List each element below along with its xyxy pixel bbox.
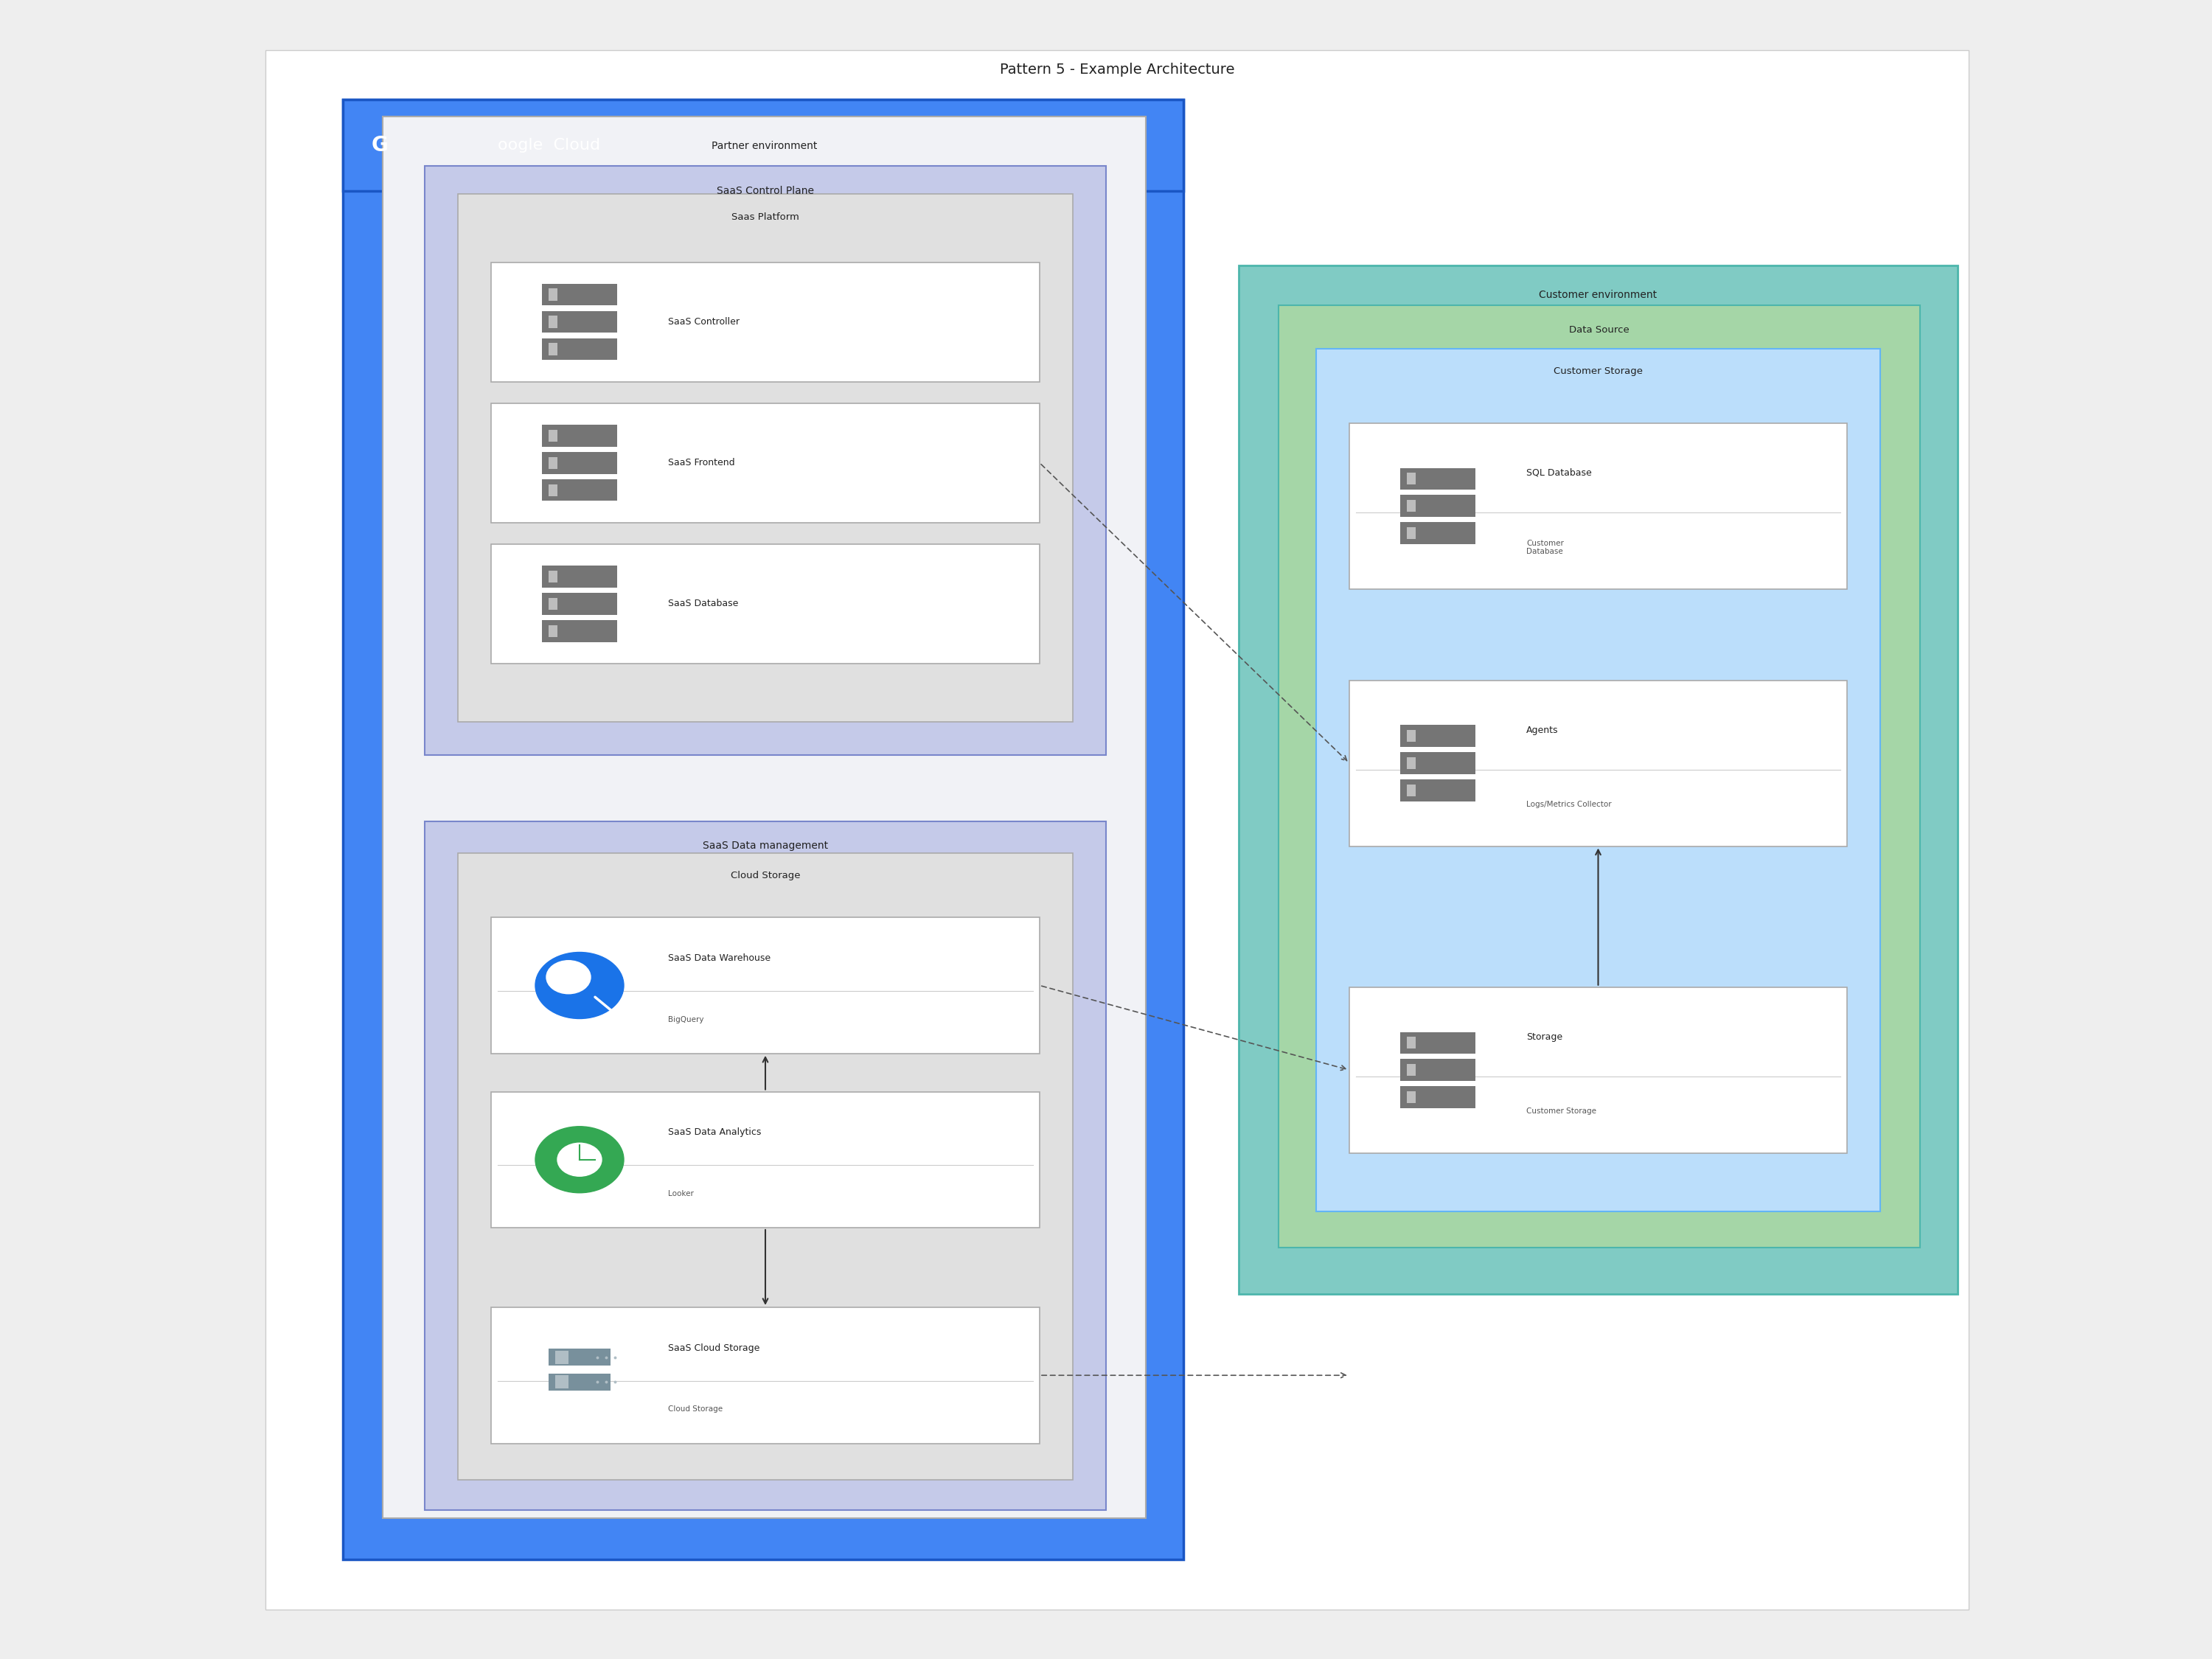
FancyBboxPatch shape: [555, 1375, 568, 1389]
FancyBboxPatch shape: [542, 566, 617, 587]
FancyBboxPatch shape: [542, 479, 617, 501]
FancyBboxPatch shape: [549, 484, 557, 496]
FancyBboxPatch shape: [1400, 523, 1475, 544]
Text: Pattern 5 - Example Architecture: Pattern 5 - Example Architecture: [1000, 63, 1234, 76]
FancyBboxPatch shape: [1407, 1092, 1416, 1103]
Circle shape: [535, 1126, 624, 1193]
FancyBboxPatch shape: [549, 1349, 611, 1365]
FancyBboxPatch shape: [425, 821, 1106, 1510]
FancyBboxPatch shape: [1400, 780, 1475, 801]
FancyBboxPatch shape: [265, 50, 1969, 1609]
FancyBboxPatch shape: [1400, 752, 1475, 775]
Text: Storage: Storage: [1526, 1032, 1562, 1042]
FancyBboxPatch shape: [549, 456, 557, 469]
FancyBboxPatch shape: [549, 289, 557, 300]
FancyBboxPatch shape: [542, 451, 617, 474]
Text: Saas Platform: Saas Platform: [732, 212, 799, 222]
FancyBboxPatch shape: [549, 315, 557, 328]
FancyBboxPatch shape: [1400, 468, 1475, 489]
Text: SaaS Controller: SaaS Controller: [668, 317, 739, 327]
FancyBboxPatch shape: [343, 100, 1183, 1559]
FancyBboxPatch shape: [542, 425, 617, 446]
FancyBboxPatch shape: [1407, 528, 1416, 539]
FancyBboxPatch shape: [491, 544, 1040, 664]
FancyBboxPatch shape: [1400, 1058, 1475, 1082]
FancyBboxPatch shape: [1316, 348, 1880, 1211]
FancyBboxPatch shape: [1407, 785, 1416, 796]
FancyBboxPatch shape: [1407, 473, 1416, 484]
FancyBboxPatch shape: [458, 853, 1073, 1480]
FancyBboxPatch shape: [1400, 1087, 1475, 1108]
Text: SaaS Data Warehouse: SaaS Data Warehouse: [668, 954, 770, 962]
FancyBboxPatch shape: [458, 194, 1073, 722]
Text: Data Source: Data Source: [1568, 325, 1630, 335]
FancyBboxPatch shape: [491, 1092, 1040, 1228]
FancyBboxPatch shape: [491, 262, 1040, 382]
FancyBboxPatch shape: [549, 571, 557, 582]
FancyBboxPatch shape: [542, 284, 617, 305]
FancyBboxPatch shape: [491, 1307, 1040, 1443]
FancyBboxPatch shape: [491, 403, 1040, 523]
Text: BigQuery: BigQuery: [668, 1015, 703, 1024]
Text: SaaS Database: SaaS Database: [668, 599, 739, 609]
Text: SaaS Data Analytics: SaaS Data Analytics: [668, 1128, 761, 1136]
Text: Logs/Metrics Collector: Logs/Metrics Collector: [1526, 801, 1613, 808]
Text: Customer environment: Customer environment: [1540, 290, 1657, 300]
Circle shape: [535, 952, 624, 1019]
Text: Cloud Storage: Cloud Storage: [730, 871, 801, 881]
FancyBboxPatch shape: [1239, 265, 1958, 1294]
FancyBboxPatch shape: [343, 100, 1183, 191]
FancyBboxPatch shape: [542, 338, 617, 360]
FancyBboxPatch shape: [542, 592, 617, 615]
Text: SaaS Frontend: SaaS Frontend: [668, 458, 734, 468]
Text: SQL Database: SQL Database: [1526, 468, 1593, 478]
Text: Customer Storage: Customer Storage: [1553, 367, 1644, 377]
FancyBboxPatch shape: [555, 1350, 568, 1364]
FancyBboxPatch shape: [1400, 725, 1475, 747]
FancyBboxPatch shape: [425, 166, 1106, 755]
Text: SaaS Cloud Storage: SaaS Cloud Storage: [668, 1344, 759, 1352]
FancyBboxPatch shape: [1349, 987, 1847, 1153]
FancyBboxPatch shape: [1349, 680, 1847, 846]
Text: Customer
Database: Customer Database: [1526, 539, 1564, 556]
Text: Agents: Agents: [1526, 725, 1557, 735]
FancyBboxPatch shape: [1279, 305, 1920, 1248]
Text: SaaS Control Plane: SaaS Control Plane: [717, 186, 814, 196]
FancyBboxPatch shape: [1407, 1063, 1416, 1077]
Circle shape: [546, 961, 591, 994]
FancyBboxPatch shape: [549, 430, 557, 441]
FancyBboxPatch shape: [549, 625, 557, 637]
Text: Partner environment: Partner environment: [712, 141, 816, 151]
FancyBboxPatch shape: [542, 310, 617, 333]
FancyBboxPatch shape: [1407, 1037, 1416, 1048]
FancyBboxPatch shape: [542, 620, 617, 642]
FancyBboxPatch shape: [1400, 494, 1475, 518]
FancyBboxPatch shape: [491, 917, 1040, 1053]
Text: G: G: [372, 134, 389, 156]
Text: Cloud Storage: Cloud Storage: [668, 1405, 723, 1413]
Text: Customer Storage: Customer Storage: [1526, 1108, 1597, 1115]
FancyBboxPatch shape: [1349, 423, 1847, 589]
FancyBboxPatch shape: [1400, 1032, 1475, 1053]
Circle shape: [557, 1143, 602, 1176]
FancyBboxPatch shape: [549, 343, 557, 355]
Text: SaaS Data management: SaaS Data management: [703, 841, 827, 851]
FancyBboxPatch shape: [1407, 757, 1416, 770]
FancyBboxPatch shape: [1407, 499, 1416, 513]
FancyBboxPatch shape: [1407, 730, 1416, 742]
FancyBboxPatch shape: [549, 1374, 611, 1390]
Text: Looker: Looker: [668, 1190, 695, 1198]
FancyBboxPatch shape: [549, 597, 557, 611]
Text: oogle  Cloud: oogle Cloud: [498, 138, 599, 153]
FancyBboxPatch shape: [383, 116, 1146, 1518]
